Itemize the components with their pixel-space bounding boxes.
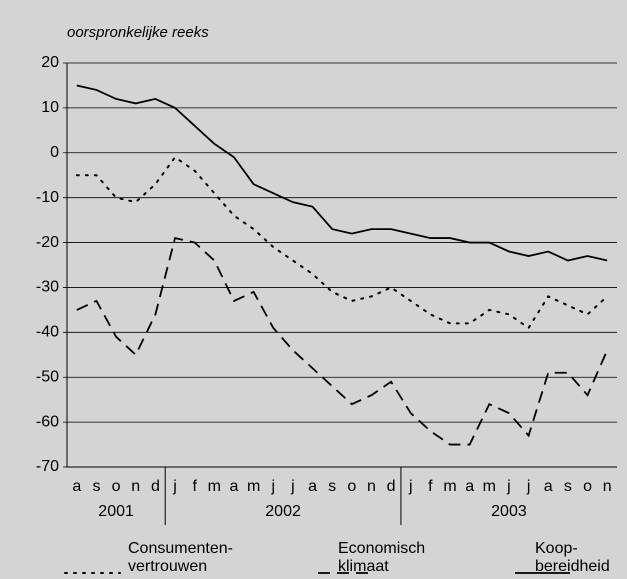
- x-tick-label: o: [583, 478, 592, 495]
- x-tick-label: m: [208, 478, 221, 495]
- y-tick-label: -60: [36, 413, 59, 430]
- x-tick-label: m: [247, 478, 260, 495]
- x-tick-label: s: [564, 478, 572, 495]
- year-label: 2002: [265, 503, 301, 520]
- y-tick-label: -30: [36, 279, 59, 296]
- x-tick-label: a: [72, 478, 81, 495]
- data-line: [76, 84, 608, 262]
- y-tick-label: 10: [41, 99, 59, 116]
- x-tick-label: j: [526, 478, 531, 495]
- x-tick-label: n: [603, 478, 612, 495]
- data-line: [76, 236, 609, 446]
- x-tick-label: d: [387, 478, 396, 495]
- x-tick-label: j: [506, 478, 511, 495]
- y-tick-label: -50: [36, 368, 59, 385]
- x-tick-label: a: [465, 478, 474, 495]
- y-tick-label: -40: [36, 324, 59, 341]
- y-tick-label: -20: [36, 234, 59, 251]
- legend-label: Economisch klimaat: [338, 540, 425, 575]
- y-tick-label: -10: [36, 189, 59, 206]
- x-tick-label: f: [428, 478, 433, 495]
- x-tick-label: a: [308, 478, 317, 495]
- chart-subtitle: oorspronkelijke reeks: [67, 24, 209, 41]
- y-tick-label: 20: [41, 54, 59, 71]
- x-tick-label: n: [367, 478, 376, 495]
- x-tick-label: j: [290, 478, 295, 495]
- x-tick-label: j: [172, 478, 177, 495]
- x-tick-label: m: [483, 478, 496, 495]
- year-label: 2003: [491, 503, 527, 520]
- x-tick-label: a: [230, 478, 239, 495]
- x-tick-label: m: [443, 478, 456, 495]
- year-label: 2001: [98, 503, 134, 520]
- x-tick-label: n: [131, 478, 140, 495]
- legend-label: Koop-bereidheid: [535, 540, 610, 575]
- x-tick-label: s: [328, 478, 336, 495]
- x-tick-label: s: [92, 478, 100, 495]
- legend-label: Consumenten-vertrouwen: [128, 540, 233, 575]
- x-tick-label: a: [544, 478, 553, 495]
- x-tick-label: d: [151, 478, 160, 495]
- x-tick-label: j: [270, 478, 275, 495]
- y-tick-label: 0: [50, 144, 59, 161]
- y-tick-label: -70: [36, 458, 59, 475]
- x-tick-label: o: [112, 478, 121, 495]
- x-tick-label: o: [347, 478, 356, 495]
- x-tick-label: f: [192, 478, 197, 495]
- x-tick-label: j: [408, 478, 413, 495]
